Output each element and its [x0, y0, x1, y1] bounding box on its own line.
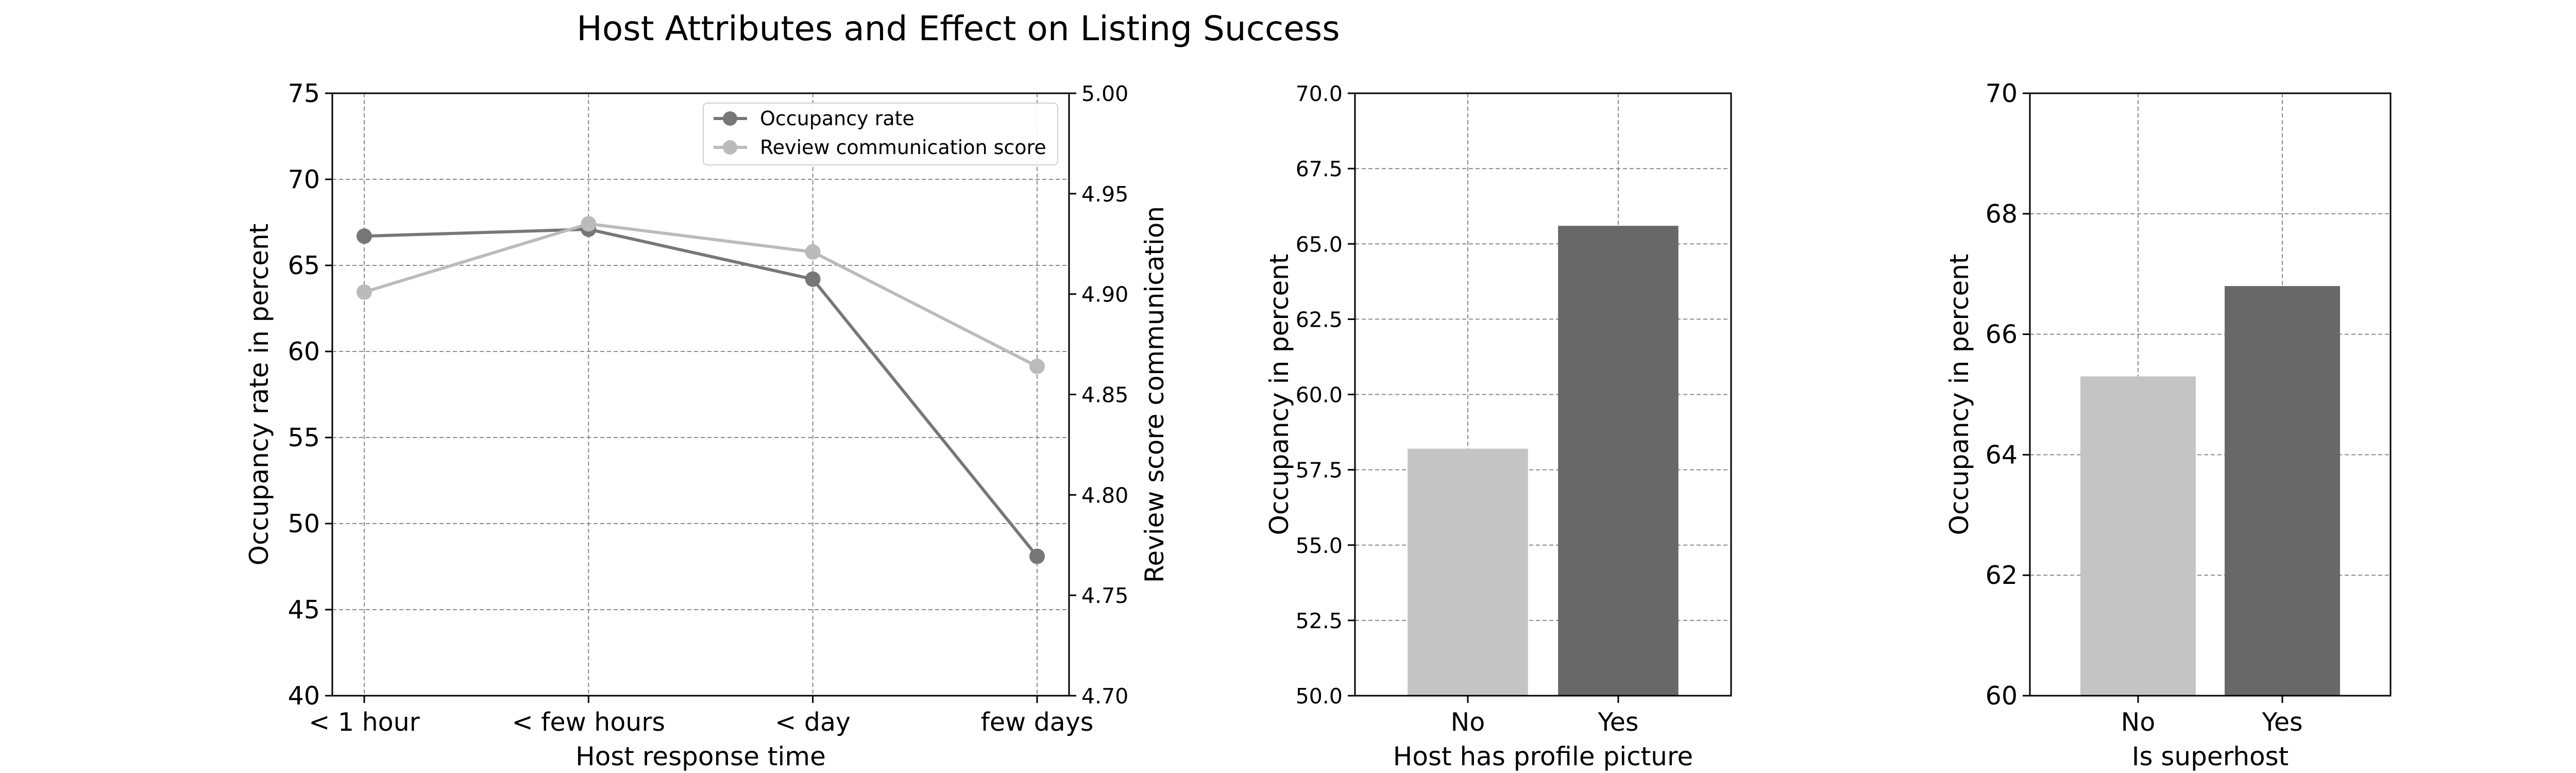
- plot-frame: [331, 92, 1070, 697]
- y-tick-label: 52.5: [1296, 609, 1343, 633]
- data-point: [357, 228, 372, 244]
- response-time-line-chart: 40 45 50 55 60 65 70 75 4.70 4.75 4.80 4.85 4.90 4.95…: [244, 79, 1170, 771]
- data-point: [1029, 548, 1045, 564]
- data-point: [1029, 358, 1045, 374]
- y-tick-label: 50.0: [1296, 684, 1343, 709]
- y-tick-label: 62.5: [1296, 307, 1343, 332]
- plot-frame: [1354, 92, 1732, 697]
- y-tick-label: 70: [1986, 79, 2018, 108]
- y-tick-label: 60: [288, 337, 320, 366]
- y-tick-label: 60.0: [1296, 383, 1343, 408]
- x-tick-label: No: [2121, 708, 2156, 737]
- y2-tick-label: 4.90: [1081, 282, 1128, 307]
- x-axis-label: Is superhost: [2132, 742, 2289, 771]
- y-tick-label: 64: [1986, 440, 2018, 469]
- y2-tick-label: 4.85: [1081, 383, 1128, 408]
- bar-no: [1408, 448, 1528, 696]
- series-line-occupancy-rate: [364, 227, 1039, 558]
- legend-marker: [723, 111, 737, 126]
- y-tick-label: 60: [1986, 681, 2018, 711]
- y2-tick-label: 4.80: [1081, 483, 1128, 508]
- x-tick-label: No: [1451, 708, 1485, 737]
- y-tick-label: 65.0: [1296, 232, 1343, 257]
- y-tick-label: 40: [288, 681, 320, 711]
- y2-tick-label: 4.70: [1081, 684, 1128, 709]
- legend-label: Occupancy rate: [760, 107, 914, 130]
- y-tick-label: 70.0: [1296, 81, 1343, 106]
- plot-frame: [2029, 92, 2392, 697]
- y-axis-label: Occupancy rate in percent: [244, 224, 274, 566]
- bar-no: [2080, 376, 2196, 696]
- legend-box: [703, 103, 1058, 165]
- y-tick-label: 70: [288, 165, 320, 194]
- y-axis-label: Occupancy in percent: [1944, 254, 1974, 535]
- x-tick-label: Yes: [2261, 708, 2302, 737]
- legend-label: Review communication score: [760, 136, 1046, 159]
- data-point: [581, 216, 597, 232]
- y2-tick-label: 4.95: [1081, 182, 1128, 207]
- x-tick-label: < few hours: [512, 708, 665, 737]
- y-axis-label: Occupancy in percent: [1264, 254, 1294, 535]
- legend-marker: [723, 140, 737, 155]
- profile-picture-bar-chart: 50.0 52.5 55.0 57.5 60.0 62.5 65.0 67.5 70.0 No Ye…: [1264, 81, 1732, 771]
- y-tick-label: 45: [288, 595, 320, 625]
- y-tick-label: 66: [1986, 320, 2018, 349]
- bar-yes: [1558, 226, 1679, 696]
- x-axis-label: Host has profile picture: [1393, 742, 1693, 771]
- superhost-bar-chart: 60 62 64 66 68 70 No Yes Is superhost Occupancy i…: [1944, 79, 2392, 771]
- series-line-review-communication-score: [364, 222, 1038, 368]
- y-tick-label: 62: [1986, 561, 2018, 590]
- y-tick-label: 68: [1986, 199, 2018, 229]
- bar-yes: [2225, 286, 2340, 696]
- y2-tick-label: 5.00: [1081, 81, 1128, 106]
- y-tick-label: 67.5: [1296, 157, 1343, 181]
- y-tick-label: 75: [288, 79, 320, 108]
- data-point: [357, 284, 372, 300]
- y-tick-label: 57.5: [1296, 458, 1343, 483]
- y2-tick-label: 4.75: [1081, 583, 1128, 608]
- x-axis-label: Host response time: [575, 742, 826, 771]
- x-tick-label: < 1 hour: [309, 708, 420, 737]
- y2-axis-label: Review score communication: [1140, 206, 1170, 583]
- y-tick-label: 50: [288, 509, 320, 539]
- y-tick-label: 55: [288, 423, 320, 452]
- y-tick-label: 55.0: [1296, 533, 1343, 558]
- x-tick-label: Yes: [1597, 708, 1638, 737]
- figure-title: Host Attributes and Effect on Listing Su…: [577, 9, 1340, 48]
- x-tick-label: few days: [981, 708, 1094, 737]
- data-point: [805, 271, 821, 287]
- y-tick-label: 65: [288, 251, 320, 280]
- data-point: [805, 244, 821, 260]
- x-tick-label: < day: [775, 708, 851, 737]
